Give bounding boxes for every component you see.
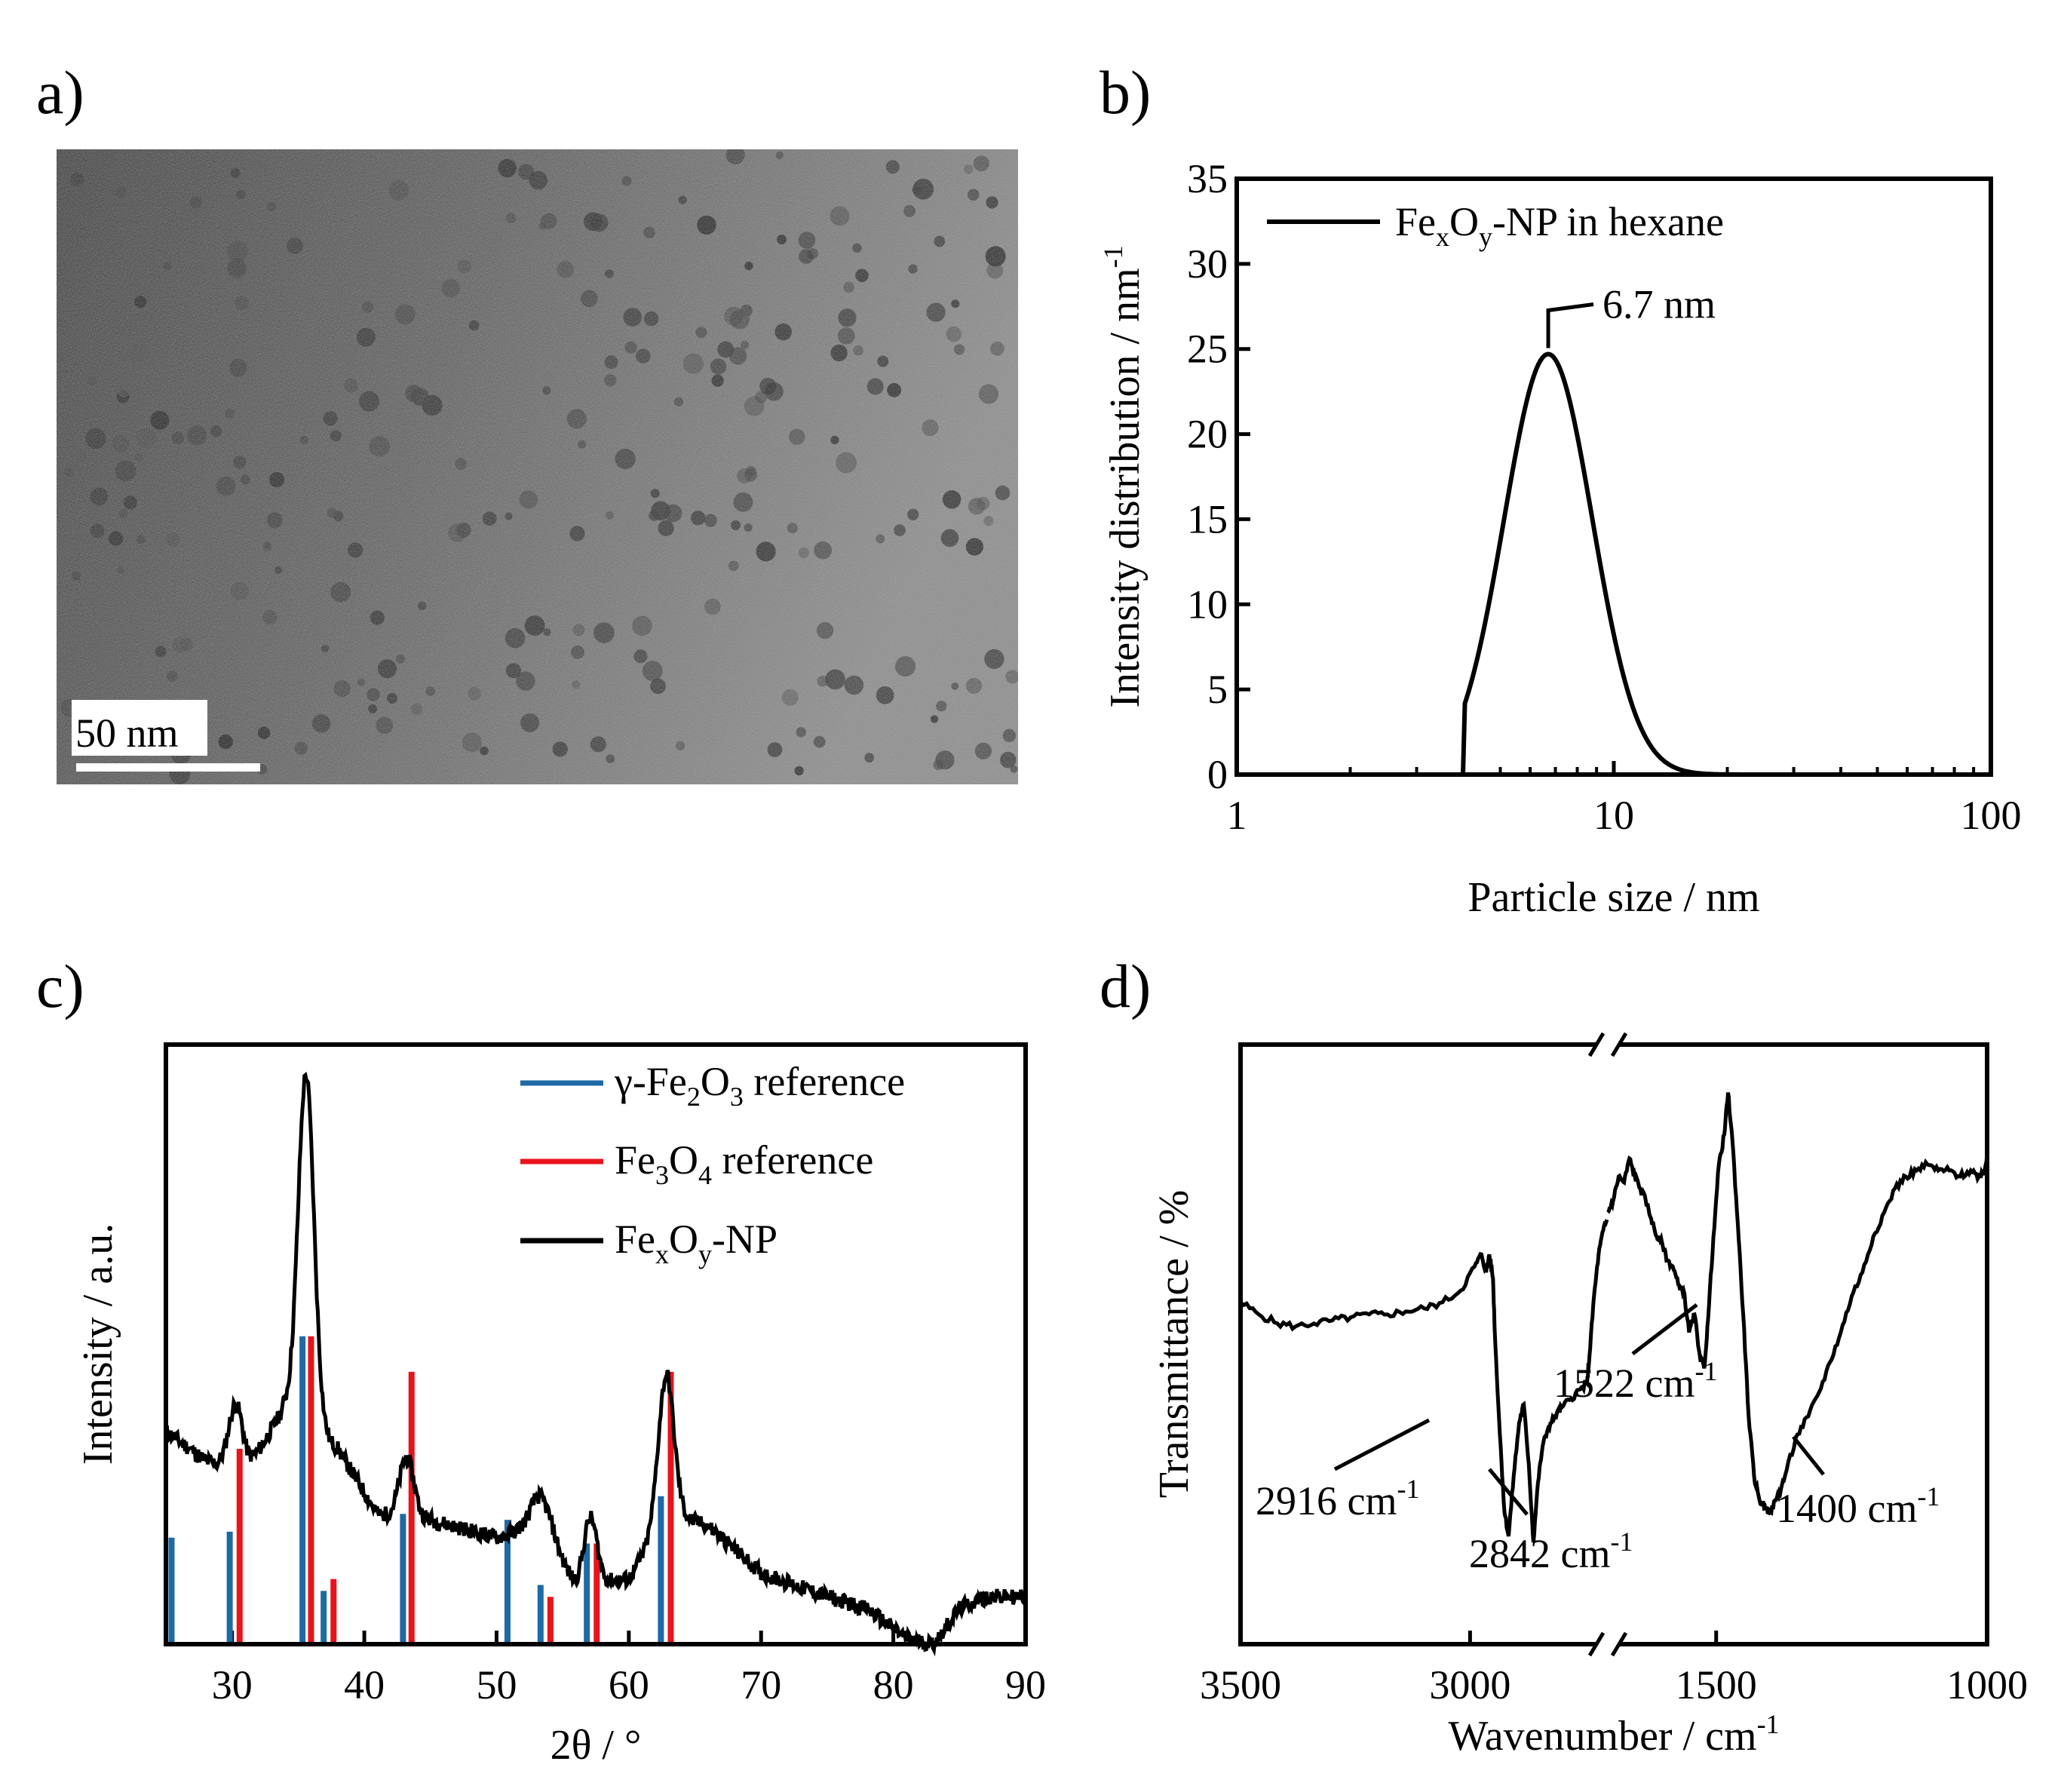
panel-c-legend-magnetite: Fe3O4 reference — [615, 1137, 873, 1190]
panel-c-reference-sticks — [168, 1336, 674, 1644]
panel-b-axes: 1 10 100 0 5 10 15 20 25 30 35 — [1187, 156, 2022, 838]
scale-bar-label: 50 nm — [75, 710, 179, 756]
scale-bar — [76, 763, 260, 772]
panel-d-ylabel: Transmittance / % — [1151, 1190, 1198, 1499]
panel-d-xtick-label: 3500 — [1200, 1662, 1281, 1708]
panel-b-ytick-label: 35 — [1187, 156, 1228, 201]
panel-c-label: c) — [36, 952, 84, 1020]
panel-d-label: d) — [1100, 952, 1151, 1020]
panel-c-chart: 30 40 50 60 70 80 90 γ-Fe2O3 reference Fe3O4 r… — [75, 1042, 1046, 1769]
panel-c-xtick-label: 70 — [741, 1662, 781, 1708]
panel-b-ytick-label: 10 — [1187, 581, 1228, 627]
panel-c-legend-gamma: γ-Fe2O3 reference — [614, 1059, 905, 1112]
panel-c-xtick-label: 30 — [212, 1662, 253, 1708]
panel-d-chart: 3500 3000 1500 1000 2916 cm-1 2842 cm-1 152… — [1151, 1032, 2028, 1760]
panel-b-series-line — [1237, 351, 1991, 777]
panel-c-xtick-label: 90 — [1005, 1662, 1046, 1708]
panel-d-annotations: 2916 cm-1 2842 cm-1 1522 cm-1 1400 cm-1 — [1256, 1303, 1940, 1576]
panel-b-xtick-label: 100 — [1961, 793, 2022, 838]
panel-d-xtick-label: 1000 — [1946, 1662, 2028, 1708]
panel-b-label: b) — [1100, 58, 1151, 127]
panel-d-axes: 3500 3000 1500 1000 — [1200, 1631, 2028, 1708]
panel-c-series-line — [164, 1072, 1028, 1657]
panel-b-ytick-label: 20 — [1187, 412, 1228, 457]
panel-b-peak-leader — [1546, 302, 1594, 348]
annotation-2842: 2842 cm-1 — [1469, 1527, 1633, 1576]
panel-c-xtick-label: 80 — [873, 1662, 914, 1708]
panel-d-series-line — [1239, 1092, 1989, 1543]
axis-break-bottom — [1587, 1631, 1628, 1657]
panel-a-label: a) — [36, 58, 84, 127]
scale-bar-label-bg — [72, 700, 207, 756]
panel-b-ytick-label: 25 — [1187, 327, 1228, 372]
panel-c-xtick-label: 60 — [609, 1662, 649, 1708]
panel-b-ytick-label: 0 — [1207, 752, 1228, 797]
panel-c-frame — [164, 1042, 1028, 1646]
annotation-1522: 1522 cm-1 — [1553, 1356, 1717, 1406]
panel-b-xtick-label: 10 — [1593, 793, 1634, 838]
panel-b-ytick-label: 5 — [1207, 667, 1228, 712]
panel-d-xtick-label: 3000 — [1429, 1662, 1510, 1708]
panel-b-xlabel: Particle size / nm — [1468, 874, 1759, 921]
panel-c-ylabel: Intensity / a.u. — [75, 1223, 121, 1465]
annotation-1400: 1400 cm-1 — [1776, 1481, 1940, 1531]
panel-c-xtick-label: 40 — [344, 1662, 385, 1708]
panel-c-legend-sample: FexOy-NP — [615, 1217, 777, 1269]
annotation-2916: 2916 cm-1 — [1256, 1474, 1419, 1524]
panel-b-ytick-label: 30 — [1187, 241, 1228, 287]
panel-b-legend-label: FexOy-NP in hexane — [1395, 199, 1724, 252]
panel-c-xtick-label: 50 — [476, 1662, 517, 1708]
tem-image — [57, 149, 1018, 784]
panel-d-xtick-label: 1500 — [1676, 1662, 1757, 1708]
panel-b-xtick-label: 1 — [1227, 793, 1247, 838]
panel-c-xlabel: 2θ / ° — [551, 1722, 642, 1769]
panel-b-peak-annotation: 6.7 nm — [1602, 281, 1716, 327]
panel-b-frame — [1234, 176, 1993, 777]
panel-b-ylabel: Intensity distribution / nm-1 — [1098, 245, 1149, 707]
axis-break-top — [1587, 1032, 1628, 1057]
panel-b-ytick-label: 15 — [1187, 496, 1228, 542]
panel-c-axes: 30 40 50 60 70 80 90 — [212, 1631, 1046, 1708]
panel-d-xlabel: Wavenumber / cm-1 — [1448, 1709, 1779, 1760]
